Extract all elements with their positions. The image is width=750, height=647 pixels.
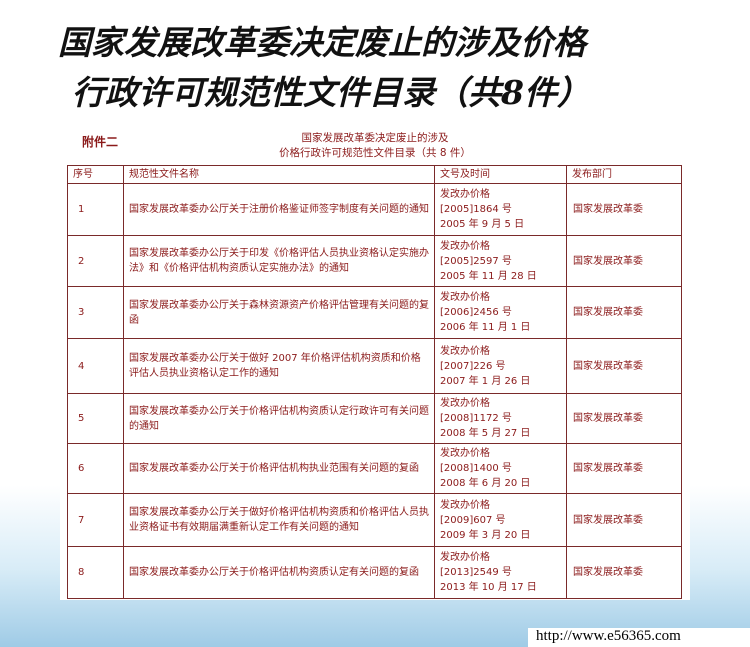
table-cell: 国家发展改革委: [566, 493, 682, 547]
table-cell: 1: [67, 183, 124, 236]
cell-line: 2007 年 1 月 26 日: [440, 375, 531, 387]
table-row: 8 国家发展改革委办公厅关于价格评估机构资质认定有关问题的复函 发改办价格 [2013…: [67, 546, 682, 599]
url: http://www.e56365.com: [528, 628, 750, 647]
cell-line: 发改办价格: [440, 448, 490, 459]
table-cell: 3: [67, 286, 124, 339]
cell-line: [2005]2597 号: [440, 255, 512, 267]
table-cell: 5: [67, 393, 124, 444]
table-cell: 国家发展改革委: [566, 393, 682, 444]
table-row: 6 国家发展改革委办公厅关于价格评估机构执业范围有关问题的复函 发改办价格 [2008…: [67, 443, 682, 494]
cell-line: 2013 年 10 月 17 日: [440, 582, 537, 593]
column-header: 文号及时间: [434, 165, 567, 184]
cell-line: [2013]2549 号: [440, 567, 512, 578]
table: 序号 规范性文件名称 文号及时间 发布部门 1 国家发展改革委办公厅关于注册价格鉴证师签字…: [67, 165, 682, 599]
document-title: 国家发展改革委决定废止的涉及 价格行政许可规范性文件目录（共 8 件）: [60, 131, 690, 161]
cell-line: 2008 年 5 月 27 日: [440, 428, 531, 439]
table-cell: 发改办价格 [2008]1172 号 2008 年 5 月 27 日: [434, 393, 567, 444]
cell-line: 发改办价格: [440, 240, 490, 252]
table-cell: 国家发展改革委办公厅关于森林资源资产价格评估管理有关问题的复函: [123, 286, 435, 339]
table-cell: 国家发展改革委: [566, 235, 682, 287]
cell-line: 2005 年 11 月 28 日: [440, 270, 537, 282]
table-cell: 4: [67, 338, 124, 394]
document-title-line: 国家发展改革委决定废止的涉及: [301, 132, 449, 144]
title-line: 行政许可规范性文件目录（共8件）: [72, 73, 590, 112]
table-cell: 2: [67, 235, 124, 287]
cell-line: 2006 年 11 月 1 日: [440, 322, 531, 333]
table-cell: 发改办价格 [2006]2456 号 2006 年 11 月 1 日: [434, 286, 567, 339]
cell-line: [2005]1864 号: [440, 204, 512, 215]
table-cell: 国家发展改革委: [566, 443, 682, 494]
header-row: 序号 规范性文件名称 文号及时间 发布部门: [67, 165, 682, 184]
table-row: 2 国家发展改革委办公厅关于印发《价格评估人员执业资格认定实施办法》和《价格评估机…: [67, 235, 682, 287]
cell-line: [2006]2456 号: [440, 307, 512, 318]
cell-line: 发改办价格: [440, 398, 490, 409]
table-cell: 国家发展改革委办公厅关于印发《价格评估人员执业资格认定实施办法》和《价格评估机构…: [123, 235, 435, 287]
table-cell: 国家发展改革委: [566, 338, 682, 394]
attachment-label: 附件二: [82, 135, 119, 149]
table-row: 3 国家发展改革委办公厅关于森林资源资产价格评估管理有关问题的复函 发改办价格 [20…: [67, 286, 682, 339]
table-cell: 国家发展改革委办公厅关于做好 2007 年价格评估机构资质和价格评估人员执业资格…: [123, 338, 435, 394]
table-cell: 国家发展改革委: [566, 286, 682, 339]
table-row: 1 国家发展改革委办公厅关于注册价格鉴证师签字制度有关问题的通知 发改办价格 [200…: [67, 183, 682, 236]
column-header: 发布部门: [566, 165, 682, 184]
table-cell: 发改办价格 [2013]2549 号 2013 年 10 月 17 日: [434, 546, 567, 599]
cell-line: 发改办价格: [440, 189, 490, 200]
cell-line: 发改办价格: [440, 552, 490, 563]
table-cell: 6: [67, 443, 124, 494]
table-row: 4 国家发展改革委办公厅关于做好 2007 年价格评估机构资质和价格评估人员执业资…: [67, 338, 682, 394]
cell-line: [2007]226 号: [440, 360, 506, 372]
table-cell: 国家发展改革委办公厅关于注册价格鉴证师签字制度有关问题的通知: [123, 183, 435, 236]
table-cell: 国家发展改革委: [566, 546, 682, 599]
column-header: 规范性文件名称: [123, 165, 435, 184]
table-row: 5 国家发展改革委办公厅关于价格评估机构资质认定行政许可有关问题的通知 发改办价格 […: [67, 393, 682, 444]
cell-line: 发改办价格: [440, 499, 490, 511]
title-line: 国家发展改革委决定废止的涉及价格: [58, 23, 586, 62]
table-cell: 发改办价格 [2007]226 号 2007 年 1 月 26 日: [434, 338, 567, 394]
table-cell: 8: [67, 546, 124, 599]
column-header: 序号: [67, 165, 124, 184]
cell-line: 发改办价格: [440, 292, 490, 303]
table-cell: 发改办价格 [2009]607 号 2009 年 3 月 20 日: [434, 493, 567, 547]
table-cell: 发改办价格 [2005]2597 号 2005 年 11 月 28 日: [434, 235, 567, 287]
cell-line: 2009 年 3 月 20 日: [440, 529, 531, 541]
document: 附件二 国家发展改革委决定废止的涉及 价格行政许可规范性文件目录（共 8 件） …: [60, 125, 690, 600]
table-cell: 7: [67, 493, 124, 547]
table-cell: 发改办价格 [2005]1864 号 2005 年 9 月 5 日: [434, 183, 567, 236]
table-cell: 国家发展改革委办公厅关于价格评估机构资质认定行政许可有关问题的通知: [123, 393, 435, 444]
table-cell: 国家发展改革委办公厅关于价格评估机构执业范围有关问题的复函: [123, 443, 435, 494]
cell-line: 发改办价格: [440, 345, 490, 357]
cell-line: [2008]1400 号: [440, 463, 512, 474]
cell-line: 2008 年 6 月 20 日: [440, 478, 531, 489]
table-cell: 国家发展改革委办公厅关于做好价格评估机构资质和价格评估人员执业资格证书有效期届满…: [123, 493, 435, 547]
cell-line: 2005 年 9 月 5 日: [440, 219, 525, 230]
cell-line: [2008]1172 号: [440, 413, 512, 424]
slide-title: 国家发展改革委决定废止的涉及价格 行政许可规范性文件目录（共8件）: [0, 18, 750, 118]
table-cell: 发改办价格 [2008]1400 号 2008 年 6 月 20 日: [434, 443, 567, 494]
table-cell: 国家发展改革委办公厅关于价格评估机构资质认定有关问题的复函: [123, 546, 435, 599]
cell-line: [2009]607 号: [440, 514, 506, 526]
document-title-line: 价格行政许可规范性文件目录（共 8 件）: [279, 147, 471, 159]
table-cell: 国家发展改革委: [566, 183, 682, 236]
table-row: 7 国家发展改革委办公厅关于做好价格评估机构资质和价格评估人员执业资格证书有效期届…: [67, 493, 682, 547]
